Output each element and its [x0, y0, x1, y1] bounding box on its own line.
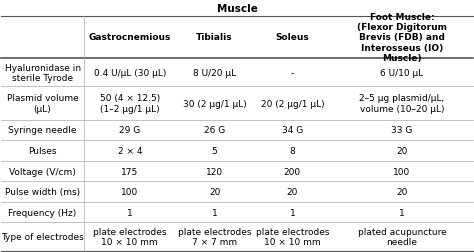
Text: 1: 1 [399, 208, 405, 217]
Text: 175: 175 [121, 167, 138, 176]
Text: plate electrodes
7 × 7 mm: plate electrodes 7 × 7 mm [178, 227, 251, 246]
Text: 200: 200 [284, 167, 301, 176]
Text: 20: 20 [209, 187, 220, 196]
Text: 120: 120 [206, 167, 223, 176]
Text: Pulse width (ms): Pulse width (ms) [5, 187, 80, 196]
Text: 33 G: 33 G [391, 126, 412, 135]
Text: -: - [291, 69, 294, 77]
Text: Muscle: Muscle [217, 4, 257, 14]
Text: 20: 20 [287, 187, 298, 196]
Text: 1: 1 [127, 208, 133, 217]
Text: Tibialis: Tibialis [196, 33, 233, 42]
Text: Gastrocnemious: Gastrocnemious [89, 33, 171, 42]
Text: 2 × 4: 2 × 4 [118, 146, 142, 155]
Text: 2–5 μg plasmid/μL,
volume (10–20 μL): 2–5 μg plasmid/μL, volume (10–20 μL) [359, 94, 445, 113]
Text: 100: 100 [393, 167, 410, 176]
Text: 20 (2 μg/1 μL): 20 (2 μg/1 μL) [261, 99, 324, 108]
Text: 8: 8 [290, 146, 295, 155]
Text: plated acupuncture
needle: plated acupuncture needle [357, 227, 447, 246]
Text: 34 G: 34 G [282, 126, 303, 135]
Text: Voltage (V/cm): Voltage (V/cm) [9, 167, 76, 176]
Text: Frequency (Hz): Frequency (Hz) [9, 208, 77, 217]
Text: 0.4 U/μL (30 μL): 0.4 U/μL (30 μL) [93, 69, 166, 77]
Text: Type of electrodes: Type of electrodes [1, 232, 84, 241]
Text: 20: 20 [396, 187, 408, 196]
Text: 1: 1 [290, 208, 295, 217]
Text: Syringe needle: Syringe needle [9, 126, 77, 135]
Text: Soleus: Soleus [275, 33, 309, 42]
Text: Foot Muscle:
(Flexor Digitorum
Brevis (FDB) and
Interosseus (IO)
Muscle): Foot Muscle: (Flexor Digitorum Brevis (F… [357, 13, 447, 63]
Text: plate electrodes
10 × 10 mm: plate electrodes 10 × 10 mm [93, 227, 166, 246]
Text: 1: 1 [212, 208, 218, 217]
Text: Plasmid volume
(μL): Plasmid volume (μL) [7, 94, 79, 113]
Text: 20: 20 [396, 146, 408, 155]
Text: 50 (4 × 12.5)
(1–2 μg/1 μL): 50 (4 × 12.5) (1–2 μg/1 μL) [100, 94, 160, 113]
Text: plate electrodes
10 × 10 mm: plate electrodes 10 × 10 mm [255, 227, 329, 246]
Text: 8 U/20 μL: 8 U/20 μL [193, 69, 236, 77]
Text: Pulses: Pulses [28, 146, 57, 155]
Text: 26 G: 26 G [204, 126, 225, 135]
Text: 6 U/10 μL: 6 U/10 μL [380, 69, 424, 77]
Text: 30 (2 μg/1 μL): 30 (2 μg/1 μL) [183, 99, 246, 108]
Text: 5: 5 [212, 146, 218, 155]
Text: Hyaluronidase in
sterile Tyrode: Hyaluronidase in sterile Tyrode [5, 63, 81, 83]
Text: 100: 100 [121, 187, 138, 196]
Text: 29 G: 29 G [119, 126, 140, 135]
